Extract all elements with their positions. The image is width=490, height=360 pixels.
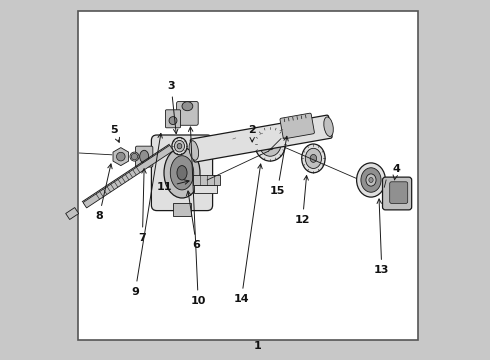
Ellipse shape [177,144,182,149]
Ellipse shape [130,152,139,161]
Ellipse shape [169,117,177,125]
Text: 9: 9 [131,134,162,297]
FancyBboxPatch shape [166,110,180,128]
FancyBboxPatch shape [176,102,198,125]
Text: 1: 1 [254,341,262,351]
Ellipse shape [324,117,333,136]
Text: 11: 11 [156,180,189,192]
Ellipse shape [357,163,386,197]
Text: 7: 7 [139,169,147,243]
FancyBboxPatch shape [280,113,315,139]
Ellipse shape [177,166,187,180]
Ellipse shape [366,174,376,186]
FancyBboxPatch shape [194,185,217,193]
FancyBboxPatch shape [193,175,220,185]
Text: 3: 3 [168,81,178,134]
Ellipse shape [302,144,325,173]
Ellipse shape [140,150,148,163]
Circle shape [131,153,138,160]
Text: 8: 8 [96,164,112,221]
Ellipse shape [265,138,275,150]
FancyBboxPatch shape [136,146,153,167]
Text: 12: 12 [295,176,310,225]
Ellipse shape [259,132,281,156]
Ellipse shape [182,102,193,111]
FancyBboxPatch shape [390,182,408,203]
Ellipse shape [174,140,185,152]
Ellipse shape [305,148,321,168]
Polygon shape [113,148,128,166]
FancyBboxPatch shape [190,115,332,162]
FancyBboxPatch shape [383,177,412,210]
Text: 13: 13 [374,199,390,275]
Text: 14: 14 [234,164,262,304]
Text: 6: 6 [187,191,200,250]
FancyBboxPatch shape [66,208,79,220]
Text: 10: 10 [189,127,206,306]
FancyBboxPatch shape [151,135,213,211]
Ellipse shape [171,156,194,190]
Ellipse shape [361,168,381,192]
Text: 5: 5 [110,125,120,142]
FancyBboxPatch shape [83,145,173,208]
Circle shape [117,152,125,161]
Ellipse shape [172,138,187,155]
Text: 4: 4 [392,164,400,180]
Ellipse shape [310,154,317,162]
Ellipse shape [369,177,373,183]
Ellipse shape [255,127,286,161]
Text: 15: 15 [270,136,288,196]
Ellipse shape [164,148,200,198]
Text: 2: 2 [248,125,256,142]
Ellipse shape [189,141,198,160]
FancyBboxPatch shape [173,203,191,216]
